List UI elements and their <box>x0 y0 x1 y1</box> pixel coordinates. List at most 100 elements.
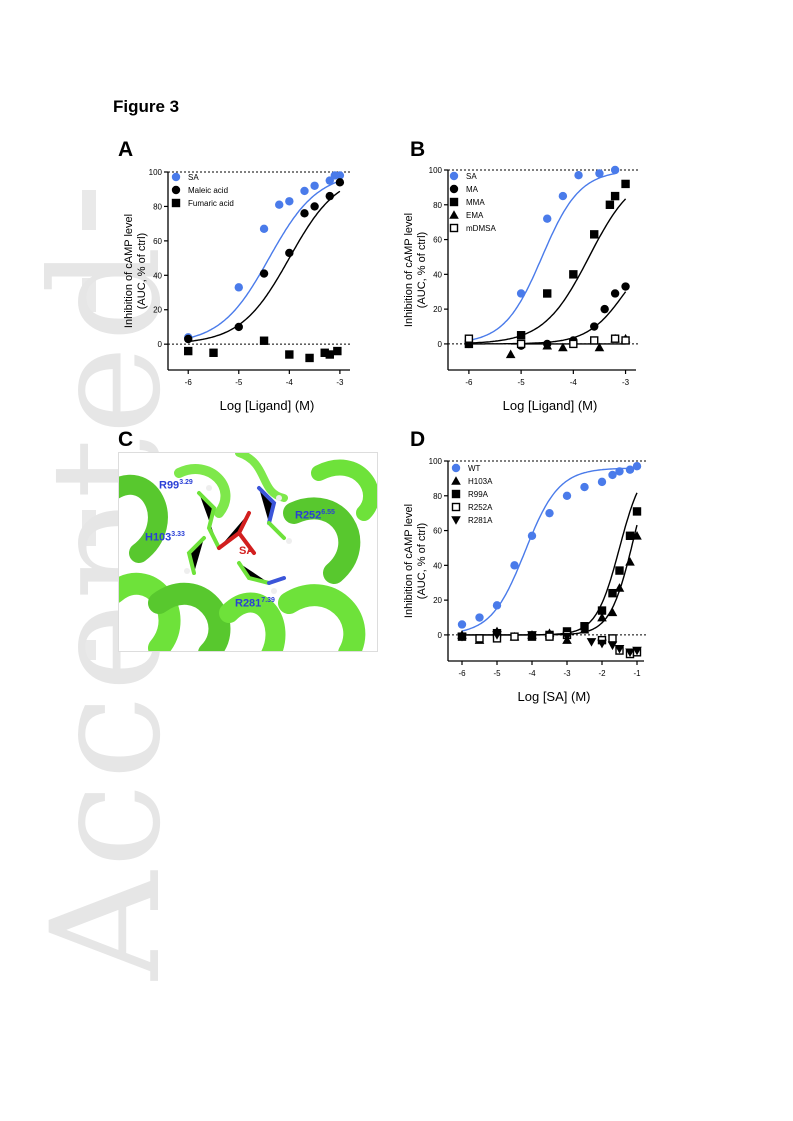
data-point <box>492 631 502 640</box>
x-tick-label: -5 <box>493 669 501 678</box>
legend-label: R99A <box>468 490 489 499</box>
panel-letter-c: C <box>118 428 134 451</box>
x-tick-label: -3 <box>563 669 571 678</box>
watermark <box>60 160 200 1000</box>
data-point <box>543 214 552 223</box>
data-point <box>325 176 334 185</box>
data-point <box>586 638 597 647</box>
data-point <box>610 289 620 298</box>
watermark-fragment <box>82 640 96 660</box>
x-tick-label: -1 <box>633 669 641 678</box>
x-axis-label: Log [SA] (M) <box>518 689 591 704</box>
legend-marker <box>449 184 459 194</box>
fit-curve-mma <box>468 198 627 344</box>
residue-label-r281: R2817.39 <box>235 597 275 610</box>
data-point <box>607 607 618 617</box>
data-point <box>594 342 605 352</box>
data-point <box>285 248 294 258</box>
legend-marker <box>449 171 459 181</box>
y-tick-label: 0 <box>158 340 163 349</box>
panel-letter-d: D <box>410 428 426 451</box>
series-h103a <box>457 530 642 644</box>
data-point <box>475 613 484 622</box>
legend-marker <box>451 476 461 485</box>
data-point <box>234 322 243 332</box>
x-tick-label: -6 <box>185 378 193 387</box>
data-point <box>590 230 599 239</box>
y-tick-label: 80 <box>153 202 162 211</box>
x-tick-label: -5 <box>235 378 243 387</box>
data-point <box>590 322 599 331</box>
y-tick-label: 20 <box>433 305 442 314</box>
x-tick-label: -2 <box>598 669 606 678</box>
data-point <box>632 507 642 516</box>
data-point <box>580 622 589 631</box>
y-tick-label: 100 <box>429 166 443 175</box>
series-r281a <box>457 631 642 658</box>
data-point <box>492 601 502 610</box>
ligand-label: SA <box>239 545 255 557</box>
watermark-fragment <box>82 190 96 230</box>
legend-marker <box>171 185 181 195</box>
data-point <box>621 179 630 189</box>
legend-label: R252A <box>468 503 493 512</box>
legend-marker <box>449 223 459 233</box>
residue-label-r99: R993.29 <box>159 479 193 492</box>
legend-label: Fumaric acid <box>188 199 234 208</box>
legend-label: SA <box>188 173 199 182</box>
fit-curve-maleic-acid <box>188 190 341 343</box>
x-tick-label: -6 <box>458 669 466 678</box>
series-fumaric-acid <box>184 336 342 363</box>
x-tick-label: -4 <box>286 378 294 387</box>
legend-label: R281A <box>468 516 493 525</box>
data-point <box>621 336 630 345</box>
y-tick-label: 20 <box>433 596 442 605</box>
data-point <box>597 639 607 649</box>
fit-curve-sa <box>188 180 341 339</box>
data-point <box>457 620 467 629</box>
data-point <box>615 566 624 575</box>
fit-curve-wt <box>461 467 637 632</box>
data-point <box>335 171 345 180</box>
data-point <box>562 632 572 642</box>
data-point <box>516 331 526 340</box>
data-point <box>527 631 537 640</box>
data-point <box>510 561 519 570</box>
panel-letter-b: B <box>410 138 426 161</box>
data-point <box>545 508 554 518</box>
data-point <box>259 336 269 345</box>
data-point <box>605 200 615 209</box>
data-point <box>621 282 630 291</box>
data-point <box>184 334 193 344</box>
data-point <box>527 531 537 540</box>
data-point <box>625 531 635 540</box>
data-point <box>569 270 578 279</box>
data-point <box>590 336 599 345</box>
watermark-fragment <box>82 510 96 546</box>
y-tick-label: 60 <box>153 237 162 246</box>
x-axis-label: Log [Ligand] (M) <box>220 398 315 413</box>
data-point <box>464 339 474 349</box>
data-point <box>505 349 516 359</box>
data-point <box>325 191 334 201</box>
figure-title: Figure 3 <box>113 97 180 116</box>
series-mdmsa <box>464 334 630 349</box>
data-point <box>285 350 294 359</box>
data-point <box>320 348 329 357</box>
data-point <box>610 191 620 201</box>
legend-label: Maleic acid <box>188 186 228 195</box>
data-point <box>608 634 617 643</box>
data-point <box>610 165 620 175</box>
data-point <box>333 346 342 356</box>
x-tick-label: -4 <box>528 669 536 678</box>
data-point <box>300 186 309 196</box>
legend-marker <box>171 198 181 208</box>
data-point <box>625 648 635 658</box>
y-axis-label: Inhibition of cAMP level(AUC, % of ctrl) <box>403 213 428 327</box>
residue-label-h103: H1033.33 <box>145 531 185 544</box>
data-point <box>184 346 193 356</box>
data-point <box>475 634 484 643</box>
y-tick-label: 100 <box>149 168 163 177</box>
